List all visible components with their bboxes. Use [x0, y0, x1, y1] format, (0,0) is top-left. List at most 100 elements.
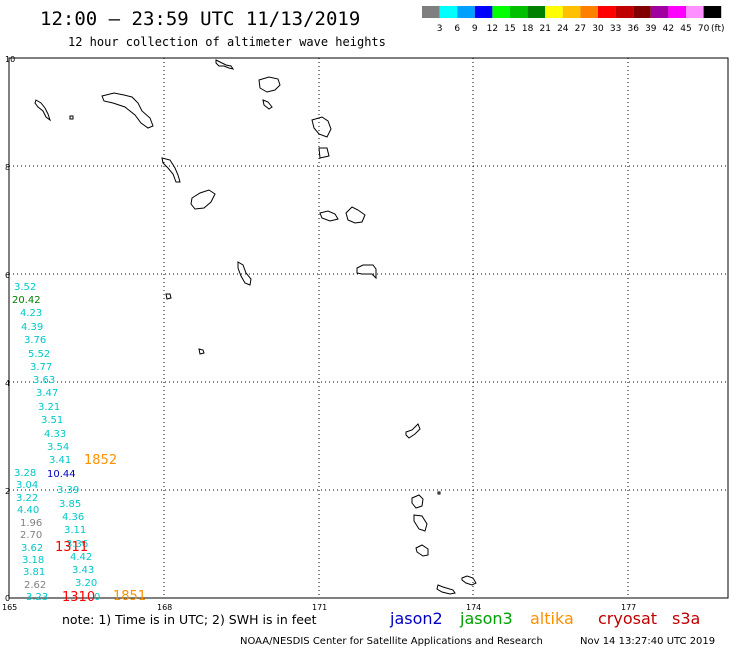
legend-tick-label: 24 — [557, 24, 569, 34]
legend-swatch — [580, 6, 598, 18]
lat-label-8: 8 — [5, 163, 10, 172]
legend-tick-label: 15 — [504, 24, 515, 34]
footer-timestamp: Nov 14 13:27:40 UTC 2019 — [580, 636, 715, 647]
atoll-outline — [198, 348, 205, 355]
legend-swatch — [527, 6, 546, 18]
lat-label-0: 0 — [5, 594, 10, 603]
atoll-outline — [319, 210, 339, 222]
legend-tick-label: 27 — [575, 24, 586, 34]
legend-swatch — [615, 6, 634, 18]
atoll-outline — [311, 116, 332, 138]
atoll-outline — [165, 293, 172, 300]
atoll-outline — [436, 584, 456, 595]
lon-label-168: 168 — [157, 603, 172, 612]
legend-swatch — [650, 6, 669, 18]
swh-observation: 4.39 — [21, 322, 43, 333]
atoll-outline — [237, 261, 252, 286]
swh-observation: 2.70 — [20, 530, 42, 541]
swh-observation: 2.62 — [24, 580, 46, 591]
swh-observation: 3.43 — [72, 565, 94, 576]
atoll-outline — [161, 157, 181, 183]
atoll-outline — [69, 115, 74, 120]
map-title: 12:00 – 23:59 UTC 11/13/2019 — [40, 8, 360, 30]
lat-label-10: 10 — [5, 55, 15, 64]
swh-observation: 3.54 — [47, 442, 69, 453]
lon-label-165: 165 — [2, 603, 17, 612]
legend-swatch — [562, 6, 581, 18]
swh-observation: 4.36 — [62, 512, 84, 523]
swh-observation: 3.39 — [57, 485, 79, 496]
legend-swatch — [633, 6, 651, 18]
legend-swatch — [703, 6, 722, 18]
legend-swatch — [510, 6, 528, 18]
legend-tick-label: 12 — [487, 24, 498, 34]
legend-swatch — [598, 6, 616, 18]
atoll-outline — [318, 147, 330, 159]
atoll-outline — [437, 491, 441, 495]
island-coastlines — [34, 59, 477, 595]
swh-observation: 1.96 — [20, 518, 42, 529]
atoll-outline — [356, 264, 377, 280]
legend-tick-label: 30 — [592, 24, 604, 34]
atoll-outline — [345, 206, 366, 224]
footer-credit: NOAA/NESDIS Center for Satellite Applica… — [240, 636, 543, 647]
swh-observation: 3.22 — [16, 493, 38, 504]
swh-observation: 3.18 — [22, 555, 44, 566]
legend-swatch — [686, 6, 704, 18]
map-frame — [8, 57, 729, 599]
legend-swatch — [457, 6, 475, 18]
swh-observation: 3.11 — [64, 525, 86, 536]
swh-observation: 3.52 — [14, 282, 36, 293]
legend-swatch — [545, 6, 563, 18]
swh-observation: 3.76 — [24, 335, 46, 346]
swh-observation: 0 — [94, 592, 100, 603]
mission-label-s3a: s3a — [672, 609, 700, 628]
mission-label-cryosat: cryosat — [598, 609, 657, 628]
swh-observation: 3.47 — [36, 388, 58, 399]
mission-label-jason2: jason2 — [389, 609, 443, 628]
swh-observation: 3.63 — [33, 375, 55, 386]
swh-observation: 1311 — [55, 540, 88, 555]
atoll-outline — [34, 99, 51, 122]
longitude-labels: 165 168 171 174 177 — [2, 603, 636, 612]
swh-observation: 5.52 — [28, 349, 50, 360]
swh-observation: 4.40 — [17, 505, 39, 516]
atoll-outline — [258, 76, 281, 93]
swh-observation: 1852 — [84, 453, 117, 468]
legend-tick-label: 33 — [610, 24, 621, 34]
lon-label-177: 177 — [621, 603, 636, 612]
swh-observation: 3.36 — [66, 539, 88, 550]
swh-observation: 10.44 — [47, 469, 76, 480]
swh-observation: 1851 — [113, 589, 146, 604]
legend-unit-label: (ft) — [711, 24, 725, 34]
legend-tick-label: 6 — [454, 24, 460, 34]
wave-height-color-legend: 3 6 9 12 15 18 21 24 27 30 33 36 39 42 45 70 — [422, 6, 722, 34]
lat-label-4: 4 — [5, 379, 10, 388]
lat-label-6: 6 — [5, 271, 10, 280]
map-subtitle: 12 hour collection of altimeter wave hei… — [68, 35, 386, 49]
legend-swatch — [474, 6, 493, 18]
atoll-outline — [262, 99, 273, 110]
legend-tick-label: 42 — [663, 24, 674, 34]
legend-tick-label: 3 — [437, 24, 443, 34]
atoll-outline — [461, 575, 477, 586]
swh-observation: 1310 — [62, 590, 95, 605]
swh-observation: 4.33 — [44, 429, 66, 440]
legend-swatch — [439, 6, 458, 18]
legend-swatch — [422, 6, 440, 18]
atoll-outline — [415, 544, 429, 557]
swh-observation: 4.42 — [70, 552, 92, 563]
swh-observation: 4.23 — [20, 308, 42, 319]
swh-observation: 3.21 — [38, 402, 60, 413]
atoll-outline — [190, 189, 216, 210]
latitude-labels: 10 8 6 4 2 0 — [5, 55, 15, 603]
swh-observation: 3.77 — [30, 362, 52, 373]
mission-label-jason3: jason3 — [459, 609, 513, 628]
legend-tick-label: 36 — [627, 24, 639, 34]
legend-tick-label: 70 — [698, 24, 710, 34]
lon-label-171: 171 — [312, 603, 327, 612]
swh-observation: 3.04 — [16, 480, 38, 491]
legend-tick-label: 9 — [472, 24, 478, 34]
atoll-outline — [405, 423, 421, 439]
